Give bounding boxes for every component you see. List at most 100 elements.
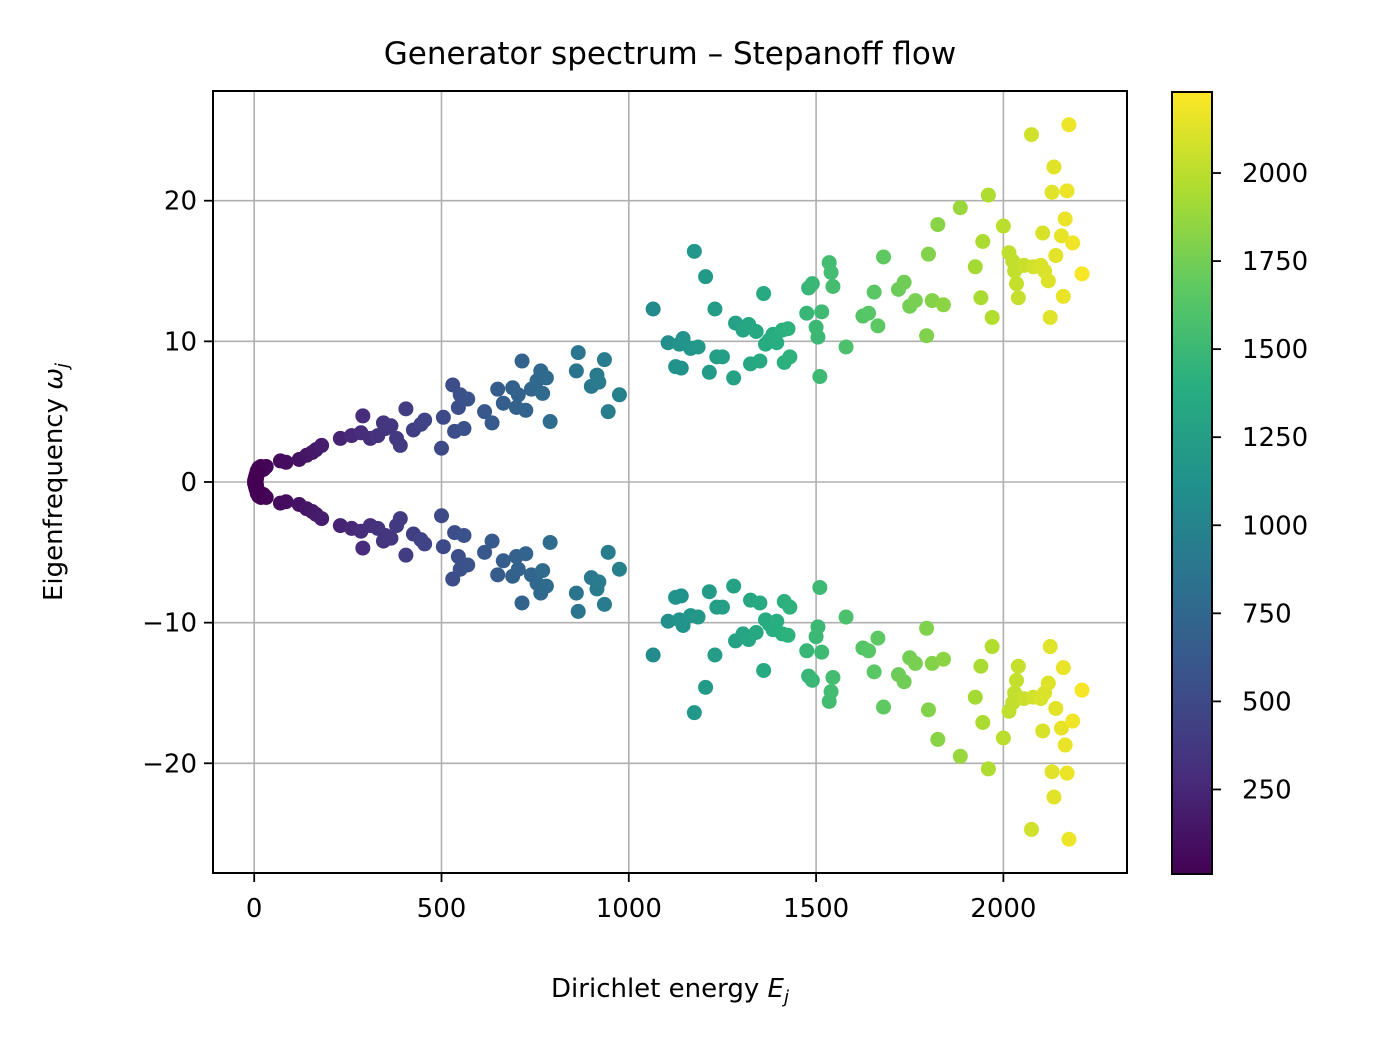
data-point-mirror [538, 578, 554, 594]
data-point-mirror [1057, 737, 1073, 753]
data-point-mirror [752, 595, 768, 611]
data-point-mirror [769, 613, 785, 629]
data-point [967, 259, 983, 275]
data-point [645, 301, 661, 317]
data-point-mirror [861, 643, 877, 659]
data-point [392, 437, 408, 453]
data-point-mirror [919, 620, 935, 636]
data-point-mirror [980, 761, 996, 777]
x-axis-label-symbol: E [768, 974, 785, 1004]
data-point [980, 187, 996, 203]
x-axis-ticks: 0 500 1000 1500 2000 [246, 873, 1036, 924]
data-point [920, 246, 936, 262]
data-point [1065, 235, 1081, 251]
data-point-mirror [495, 553, 511, 569]
data-point-mirror [812, 579, 828, 595]
data-point-mirror [1059, 765, 1075, 781]
data-point-mirror [1053, 720, 1069, 736]
data-point-mirror [984, 639, 1000, 655]
y-tick-label: −20 [142, 749, 197, 779]
data-point-mirror [896, 674, 912, 690]
data-point-mirror [701, 584, 717, 600]
data-point-mirror [814, 644, 830, 660]
data-point [332, 430, 348, 446]
data-point [673, 360, 689, 376]
data-point-mirror [1040, 675, 1056, 691]
data-point [995, 218, 1011, 234]
data-point-mirror [355, 540, 371, 556]
data-point-mirror [518, 546, 534, 562]
data-point [1044, 184, 1060, 200]
data-point-mirror [1061, 831, 1077, 847]
data-point [698, 269, 714, 285]
y-axis-label-subscript: j [52, 363, 73, 371]
data-point-mirror [930, 731, 946, 747]
data-point-mirror [726, 578, 742, 594]
colorbar-tick-label: 500 [1242, 687, 1292, 717]
y-axis-label: Eigenfrequency ωj [39, 363, 73, 601]
data-point [510, 387, 526, 403]
data-point [870, 318, 886, 334]
data-point [490, 381, 506, 397]
data-point-mirror [780, 627, 796, 643]
data-point [1010, 290, 1026, 306]
x-tick-label: 0 [246, 894, 263, 924]
data-point [748, 324, 764, 340]
data-point [726, 370, 742, 386]
data-point-mirror [332, 518, 348, 534]
data-point-mirror [484, 533, 500, 549]
data-point [570, 345, 586, 361]
data-point [1074, 266, 1090, 282]
data-point [456, 421, 472, 437]
colorbar-tick-label: 750 [1242, 599, 1292, 629]
data-point [782, 349, 798, 365]
data-point [975, 233, 991, 249]
data-point [861, 305, 877, 321]
data-point [1061, 117, 1077, 133]
data-point [484, 415, 500, 431]
data-point-mirror [645, 647, 661, 663]
y-axis-ticks: 20 10 0 −10 −20 [142, 187, 213, 779]
data-point-mirror [825, 670, 841, 685]
data-point [924, 293, 940, 309]
data-point-mirror [920, 702, 936, 718]
data-point-mirror [535, 563, 551, 579]
data-point [538, 370, 554, 386]
data-point-mirror [804, 672, 820, 688]
data-point [714, 349, 730, 365]
data-point-mirror [477, 544, 493, 560]
data-point [417, 412, 433, 428]
data-point [435, 409, 451, 425]
x-axis-label: Dirichlet energy Ej [551, 974, 789, 1008]
data-point-mirror [460, 557, 476, 573]
data-point-mirror [248, 477, 264, 493]
y-tick-label: −10 [142, 609, 197, 639]
data-point [984, 309, 1000, 325]
data-point [1046, 159, 1062, 175]
data-point-mirror [383, 530, 399, 546]
data-point [814, 304, 830, 320]
data-point-mirror [570, 603, 586, 619]
data-point-mirror [392, 511, 408, 527]
y-tick-label: 0 [180, 468, 197, 498]
colorbar-tick-label: 2000 [1242, 159, 1308, 189]
data-point-mirror [823, 684, 839, 700]
data-point-mirror [1042, 639, 1058, 655]
data-point [686, 243, 702, 259]
y-axis-label-text: Eigenfrequency [39, 390, 69, 601]
data-point-mirror [1065, 713, 1081, 729]
data-point [1035, 225, 1051, 241]
data-points [247, 117, 1090, 847]
data-point [383, 418, 399, 434]
data-point [314, 437, 330, 453]
data-point-mirror [514, 595, 530, 611]
data-point-mirror [876, 699, 892, 715]
data-point [896, 274, 912, 290]
data-point [1055, 288, 1071, 304]
data-point [596, 352, 612, 368]
data-point [780, 321, 796, 337]
data-point [823, 264, 839, 280]
y-axis-label-symbol: ω [39, 368, 69, 390]
data-point [799, 305, 815, 321]
